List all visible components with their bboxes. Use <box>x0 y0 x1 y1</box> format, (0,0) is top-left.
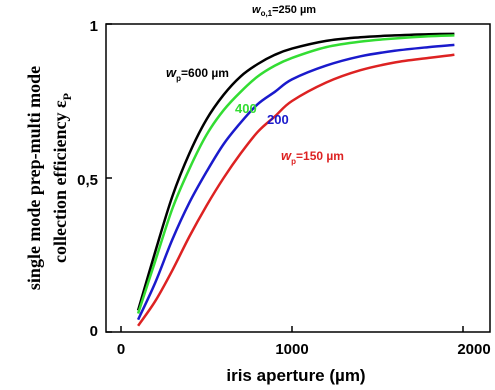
series-line-2 <box>136 34 455 314</box>
series-label-400: 400 <box>235 101 257 116</box>
y-tick-label-1: 1 <box>90 18 98 35</box>
y-axis-label-line2-sub: P <box>60 93 74 100</box>
series-lines <box>136 32 455 327</box>
y-axis-label-line1: single mode prep-multi mode <box>24 66 44 290</box>
series-label-150-sub: p <box>291 157 296 166</box>
series-label-600-rest: =600 µm <box>181 66 229 80</box>
series-label-150-rest: =150 µm <box>296 149 344 163</box>
title-subscript: o,1 <box>261 9 273 18</box>
x-tick-label-1000: 1000 <box>275 341 308 358</box>
series-label-600-italic: w <box>166 65 177 80</box>
y-axis-label-line2-main: collection efficiency ε <box>50 100 70 263</box>
axis-ticks <box>106 23 464 333</box>
x-tick-label-0: 0 <box>117 341 125 358</box>
series-label-150: wp=150 µm <box>281 148 344 166</box>
y-tick-label-0: 0 <box>90 323 98 340</box>
series-line-3 <box>136 43 455 321</box>
series-line-4 <box>137 53 455 327</box>
series-label-600: wp=600 µm <box>166 65 229 83</box>
series-label-200: 200 <box>267 112 289 127</box>
title-italic-w: w <box>252 4 262 16</box>
series-label-600-sub: p <box>176 74 181 83</box>
chart-title: wo,1=250 µm <box>252 4 316 18</box>
series-line-1 <box>136 32 455 311</box>
title-rest: =250 µm <box>272 4 316 16</box>
y-axis-label-line2: collection efficiency εP <box>50 93 74 263</box>
y-tick-label-0-5: 0,5 <box>77 172 98 189</box>
series-label-150-italic: w <box>281 148 292 163</box>
y-axis-label: single mode prep-multi mode collection e… <box>24 66 74 290</box>
x-axis-label: iris aperture (µm) <box>226 366 365 385</box>
x-tick-label-2000: 2000 <box>457 341 490 358</box>
